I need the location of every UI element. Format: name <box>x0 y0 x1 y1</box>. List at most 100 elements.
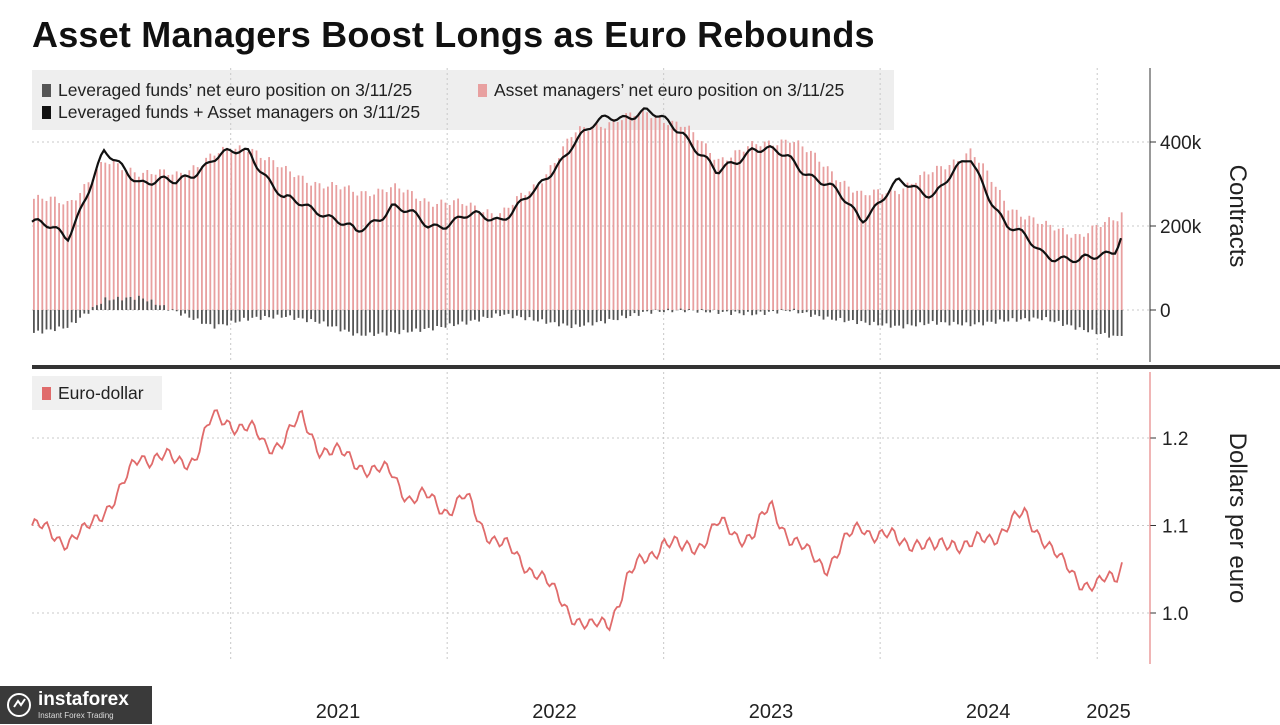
leveraged-bar <box>747 310 749 312</box>
asset-manager-bar <box>66 201 69 310</box>
leveraged-bar <box>247 310 249 321</box>
asset-manager-bar <box>667 125 669 310</box>
leveraged-bar <box>1087 310 1089 333</box>
legend-label-leveraged: Leveraged funds’ net euro position on 3/… <box>58 80 413 100</box>
asset-manager-bar <box>642 108 644 310</box>
asset-manager-bar <box>1066 234 1068 310</box>
asset-manager-bar <box>1028 215 1031 310</box>
leveraged-bar <box>436 310 438 326</box>
leveraged-bar <box>213 310 216 329</box>
x-tick-label-2022: 2022 <box>532 701 577 723</box>
asset-manager-bar <box>117 163 119 310</box>
leveraged-bar <box>860 310 863 322</box>
leveraged-bar <box>843 310 846 323</box>
asset-manager-bar <box>444 202 447 310</box>
asset-manager-bar <box>583 127 585 310</box>
leveraged-bar <box>91 307 94 310</box>
asset-manager-bar <box>658 116 661 310</box>
leveraged-bar <box>230 310 233 321</box>
leveraged-bar <box>385 310 388 336</box>
asset-manager-bar <box>843 180 846 310</box>
leveraged-bar <box>499 310 501 317</box>
leveraged-bar <box>369 310 371 333</box>
leveraged-bar <box>591 310 594 326</box>
asset-manager-bar <box>650 118 653 310</box>
legend-label-euro-dollar: Euro-dollar <box>58 383 144 403</box>
asset-manager-bar <box>625 113 627 310</box>
leveraged-bar <box>864 310 867 323</box>
asset-manager-bar <box>276 167 279 310</box>
leveraged-bar <box>881 310 884 326</box>
leveraged-bar <box>465 310 468 325</box>
leveraged-bar <box>520 310 522 318</box>
leveraged-bar <box>852 310 854 321</box>
asset-manager-bar <box>310 185 312 310</box>
asset-manager-bar <box>915 182 917 310</box>
leveraged-bar <box>541 310 543 320</box>
asset-manager-bar <box>280 167 283 310</box>
leveraged-bar <box>37 310 39 331</box>
top-legend-background <box>32 70 894 130</box>
asset-manager-bar <box>978 162 980 310</box>
leveraged-bar <box>587 310 590 323</box>
asset-manager-bar <box>100 161 102 310</box>
leveraged-bar <box>184 310 186 314</box>
asset-manager-bar <box>633 115 636 310</box>
leveraged-bar <box>327 310 329 327</box>
leveraged-bar <box>566 310 569 326</box>
leveraged-bar <box>621 310 623 316</box>
leveraged-bar <box>394 310 396 333</box>
asset-manager-bar <box>1091 225 1094 310</box>
asset-manager-bar <box>1015 209 1018 310</box>
asset-manager-bar <box>222 146 224 310</box>
asset-manager-bar <box>986 170 989 310</box>
leveraged-bar <box>180 310 182 316</box>
asset-manager-bar <box>1049 224 1052 310</box>
leveraged-bar <box>986 310 989 322</box>
asset-manager-bar <box>154 174 157 310</box>
instaforex-logo-icon <box>7 693 31 717</box>
asset-manager-bar <box>348 185 350 310</box>
asset-manager-bar <box>41 198 44 310</box>
asset-manager-bar <box>138 176 140 310</box>
leveraged-bar <box>1116 310 1119 336</box>
leveraged-bar <box>146 301 149 310</box>
asset-manager-bar <box>721 157 724 310</box>
asset-manager-bar <box>1116 221 1119 310</box>
asset-manager-bar <box>931 172 934 310</box>
leveraged-bar <box>1108 310 1110 338</box>
leveraged-bar <box>335 310 338 327</box>
leveraged-bar <box>352 310 354 336</box>
asset-manager-bar <box>1087 233 1089 310</box>
leveraged-bar <box>990 310 993 322</box>
leveraged-bar <box>537 310 539 322</box>
leveraged-bar <box>923 310 926 326</box>
leveraged-bar <box>1028 310 1031 322</box>
leveraged-bar <box>406 310 409 333</box>
asset-manager-bar <box>713 159 716 310</box>
leveraged-bar <box>549 310 552 323</box>
asset-manager-bar <box>952 159 955 310</box>
asset-manager-bar <box>406 189 409 310</box>
watermark-name: instaforex <box>38 689 129 710</box>
asset-manager-bar <box>234 148 237 310</box>
leveraged-bar <box>688 309 690 310</box>
asset-manager-bar <box>129 167 132 310</box>
leveraged-bar <box>310 310 312 320</box>
asset-manager-bar <box>747 146 749 310</box>
leveraged-bar <box>264 310 266 316</box>
asset-manager-bar <box>108 164 111 310</box>
asset-manager-bar <box>961 161 963 310</box>
asset-manager-bar <box>377 188 380 310</box>
leveraged-bar <box>318 310 321 324</box>
leveraged-bar <box>868 310 871 326</box>
leveraged-bar <box>314 310 317 322</box>
asset-manager-bar <box>696 140 699 310</box>
leveraged-bar <box>478 310 480 322</box>
asset-manager-bar <box>1036 223 1039 310</box>
top-ytick-label: 0 <box>1160 301 1171 322</box>
asset-manager-bar <box>448 205 451 310</box>
asset-manager-bar <box>503 207 506 310</box>
asset-manager-bar <box>1062 227 1064 310</box>
leveraged-bar <box>532 310 535 321</box>
